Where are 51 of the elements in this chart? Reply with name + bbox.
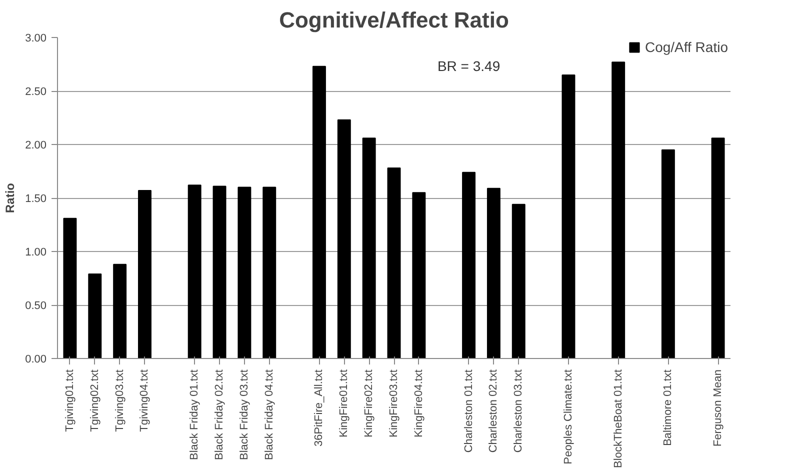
bar (512, 204, 526, 358)
bar (113, 264, 127, 358)
x-tick-label: BlockTheBoat 01.txt (612, 369, 624, 468)
x-tick-label: Charleston 02.txt (488, 370, 500, 453)
y-tick-label: 0.50 (25, 300, 47, 312)
x-tick-label: Tgiving03.txt (114, 369, 126, 432)
x-tick-label: Ferguson Mean (712, 369, 724, 447)
bar (562, 74, 576, 358)
x-tick-label: KingFire03.txt (388, 369, 400, 438)
chart-title: Cognitive/Affect Ratio (279, 8, 509, 32)
x-tick-label: KingFire04.txt (412, 369, 425, 438)
bar (486, 188, 500, 358)
y-axis-title: Ratio (3, 183, 18, 213)
y-tick-label: 0.00 (25, 354, 47, 366)
y-tick-label: 2.00 (25, 140, 47, 152)
x-tick-label: Baltimore 01.txt (662, 370, 674, 446)
bar (661, 149, 675, 358)
y-tick-label: 1.50 (25, 193, 47, 205)
bar (312, 66, 326, 358)
bar (337, 119, 351, 358)
x-tick-label: Black Friday 03.txt (238, 369, 250, 460)
bar (387, 168, 401, 358)
x-tick-label: 36PitFire_All.txt (313, 369, 326, 447)
x-tick-label: Black Friday 01.txt (188, 369, 201, 460)
x-tick-label: Charleston 03.txt (512, 370, 525, 453)
bar (362, 138, 376, 358)
bar (412, 192, 426, 358)
bar (188, 184, 202, 358)
bar (462, 172, 476, 358)
bar (262, 186, 276, 358)
x-tick-label: Tgiving01.txt (64, 369, 76, 432)
bar (88, 273, 102, 358)
x-tick-label: Black Friday 02.txt (214, 369, 226, 460)
bar (138, 190, 152, 358)
x-tick-label: Peoples Climate.txt (562, 369, 574, 464)
bar (63, 218, 77, 358)
bar (612, 62, 626, 358)
y-tick-label: 3.00 (25, 32, 47, 44)
x-tick-label: KingFire02.txt (363, 369, 376, 438)
x-tick-label: Black Friday 04.txt (263, 369, 276, 460)
legend-label: Cog/Aff Ratio (644, 39, 728, 55)
y-tick-label: 2.50 (25, 86, 47, 98)
x-tick-label: KingFire01.txt (338, 369, 350, 438)
bar (212, 186, 226, 358)
x-tick-label: Tgiving02.txt (88, 369, 101, 432)
y-tick-label: 1.00 (25, 246, 47, 258)
bar (711, 138, 725, 358)
x-tick-label: Tgiving04.txt (138, 369, 151, 432)
annotation: BR = 3.49 (437, 58, 500, 74)
bar (238, 186, 252, 358)
x-tick-label: Charleston 01.txt (462, 370, 475, 453)
